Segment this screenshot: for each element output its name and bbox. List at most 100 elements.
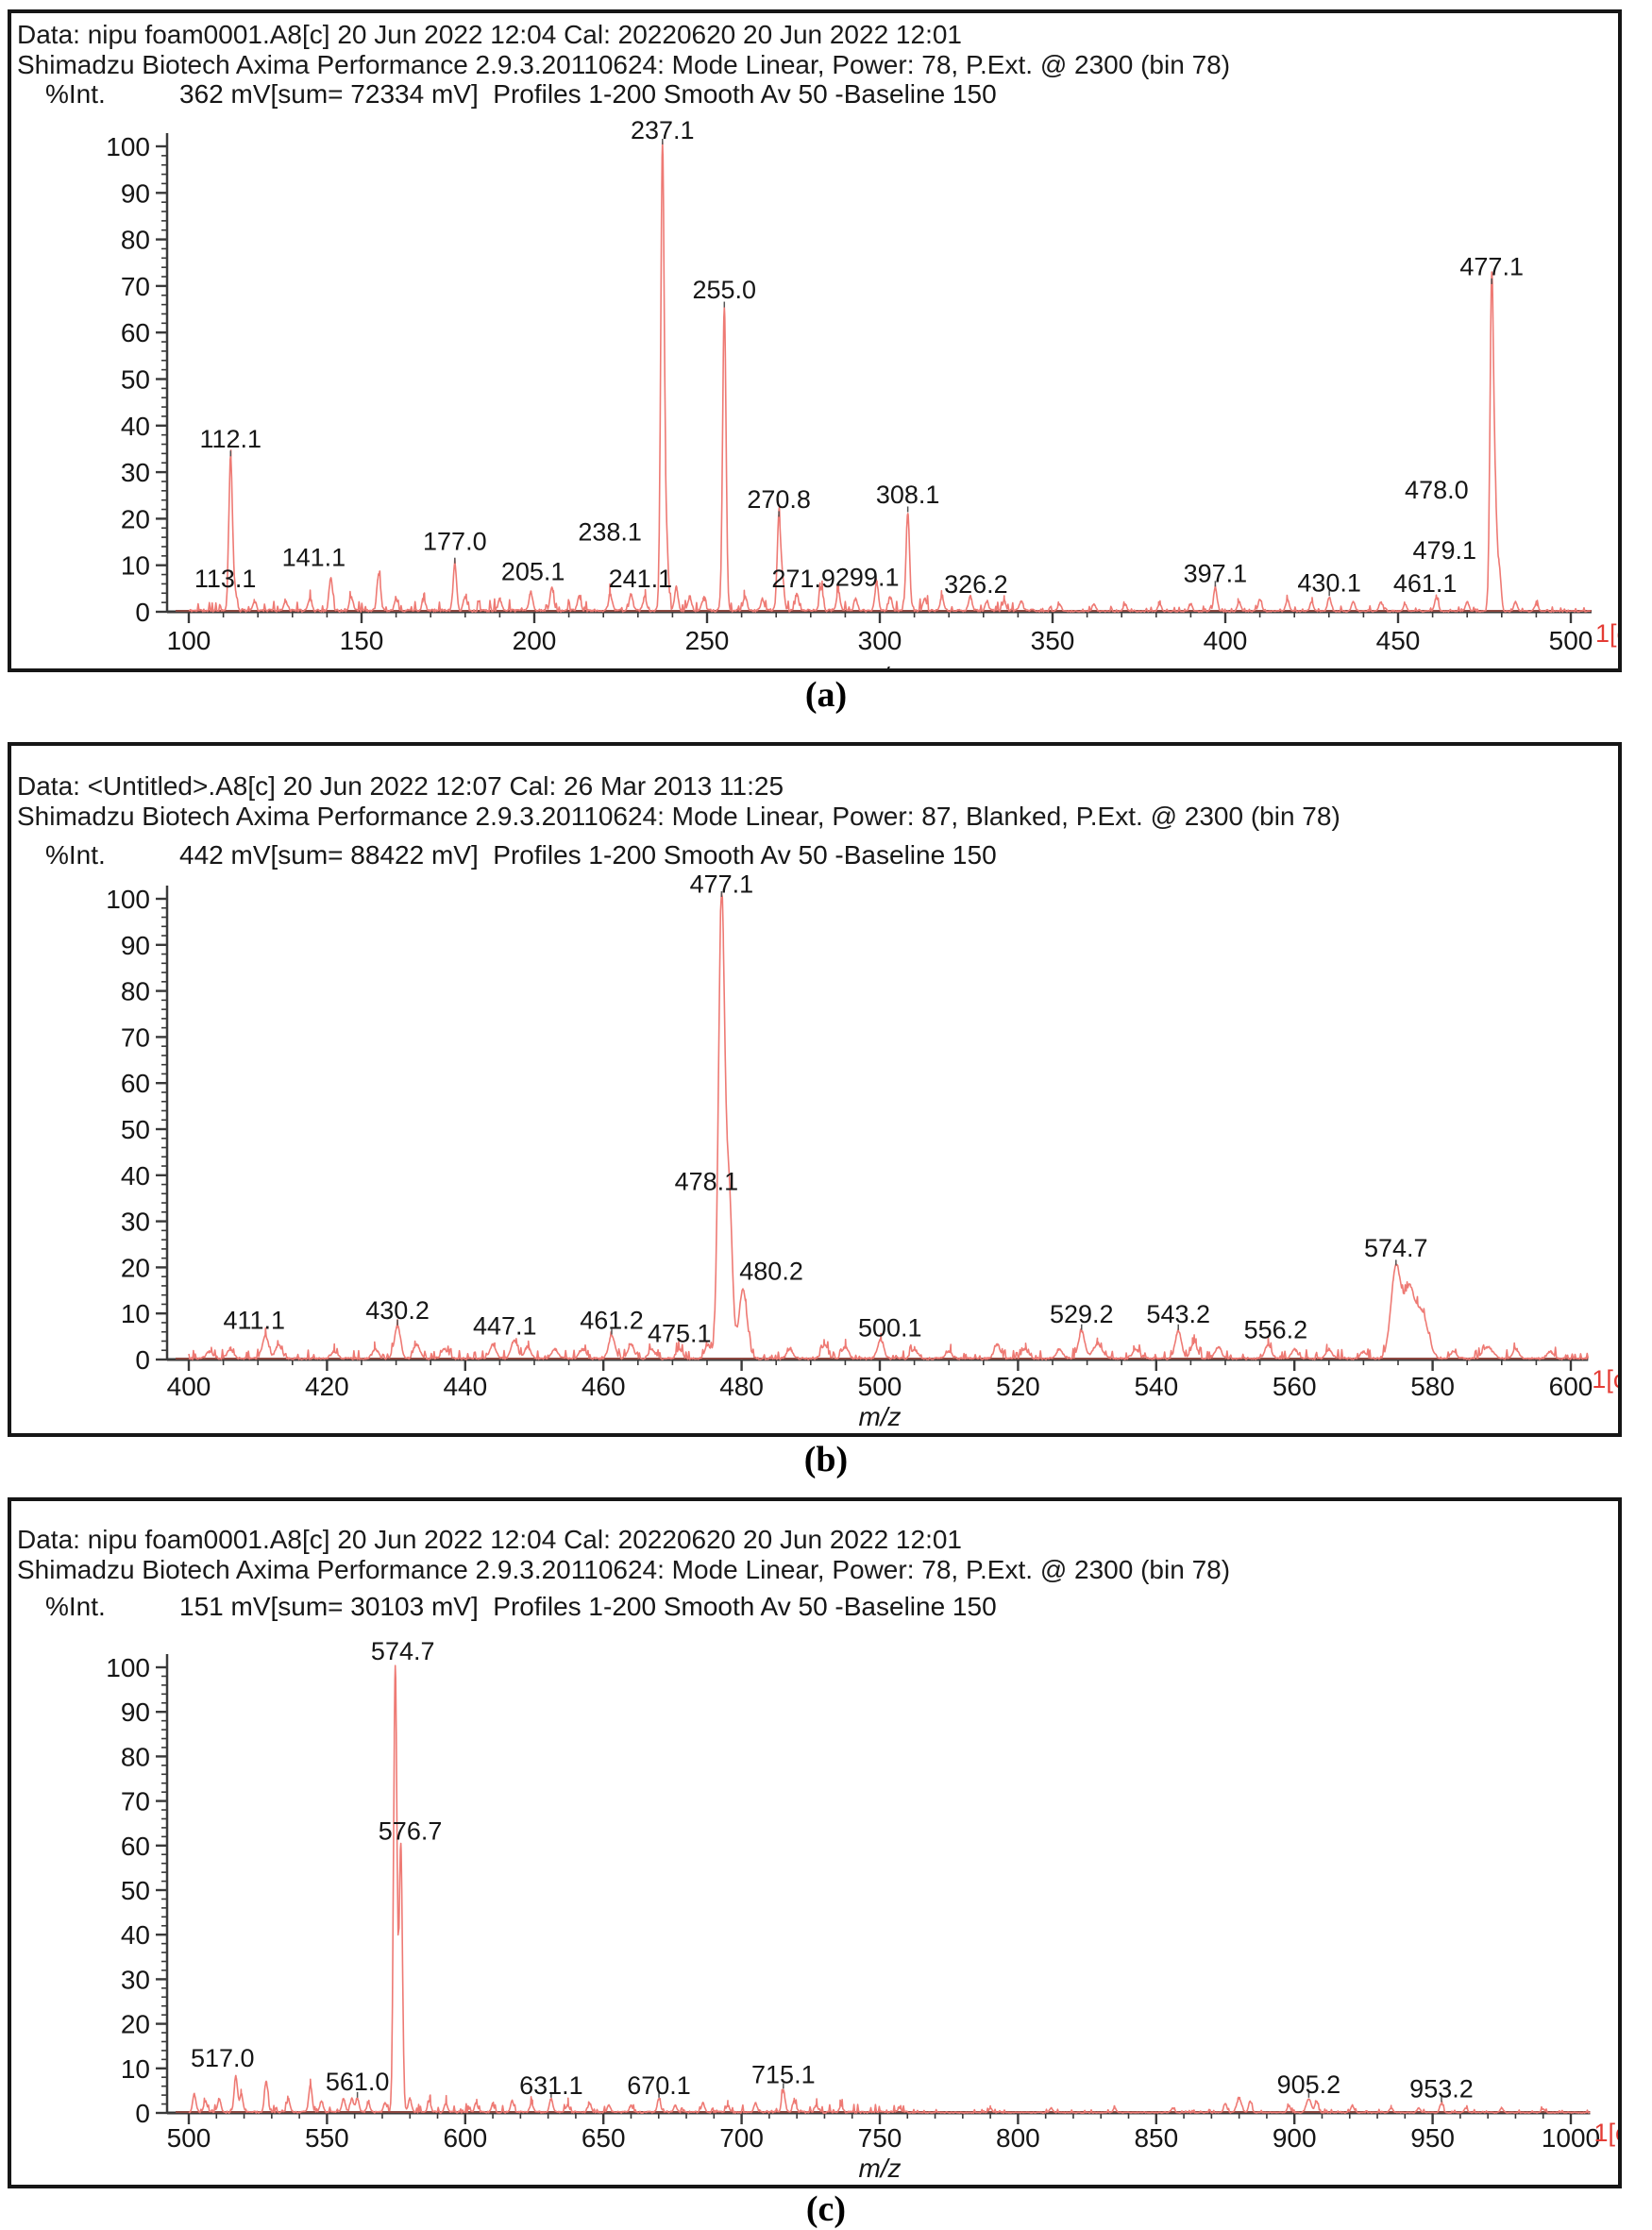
y-axis-unit-label: %Int. [45, 79, 106, 109]
spectrum-chart-b: 0 10 20 30 40 50 60 70 80 90 100 400 420 440 460 480 500… [106, 870, 1618, 1431]
x-tick-label: 400 [167, 1372, 211, 1401]
peak-label: 561.0 [326, 2068, 390, 2096]
peak-label: 479.1 [1412, 536, 1476, 565]
peak-label: 905.2 [1277, 2070, 1341, 2099]
signal-info: 151 mV[sum= 30103 mV] Profiles 1-200 Smo… [179, 1592, 997, 1621]
data-header: Data: nipu foam0001.A8[c] 20 Jun 2022 12… [17, 1525, 962, 1554]
y-tick-label: 40 [121, 1161, 150, 1191]
x-axis-title: m/z [858, 2154, 901, 2183]
peak-label: 241.1 [609, 565, 673, 593]
data-header: Data: <Untitled>.A8[c] 20 Jun 2022 12:07… [17, 771, 784, 801]
info-row: %Int. 151 mV[sum= 30103 mV] Profiles 1-2… [11, 1592, 1618, 1621]
peak-label: 430.2 [365, 1296, 430, 1325]
peak-label: 411.1 [223, 1307, 285, 1335]
y-tick-label: 10 [121, 1299, 150, 1328]
instrument-header: Shimadzu Biotech Axima Performance 2.9.3… [17, 802, 1340, 831]
peak-label: 461.2 [580, 1307, 644, 1335]
x-tick-label: 650 [582, 2123, 626, 2153]
x-tick-label: 580 [1410, 1372, 1455, 1401]
peak-label: 529.2 [1050, 1300, 1114, 1328]
y-tick-label: 80 [121, 226, 150, 255]
peak-label: 461.1 [1393, 569, 1458, 598]
x-tick-label: 420 [305, 1372, 349, 1401]
peak-label: 308.1 [876, 481, 940, 509]
x-tick-label: 600 [443, 2123, 487, 2153]
peak-label: 299.1 [835, 563, 900, 591]
x-tick-label: 1000 [1542, 2123, 1600, 2153]
y-axis-unit-label: %Int. [45, 1592, 106, 1621]
peak-label: 112.1 [200, 425, 262, 453]
info-row: %Int. 442 mV[sum= 88422 mV] Profiles 1-2… [11, 840, 1618, 870]
instrument-header: Shimadzu Biotech Axima Performance 2.9.3… [17, 1555, 1231, 1584]
y-tick-label: 70 [121, 1787, 150, 1816]
y-tick-label: 10 [121, 551, 150, 581]
y-tick-label: 80 [121, 977, 150, 1006]
y-tick-label: 20 [121, 1253, 150, 1282]
y-tick-label: 100 [106, 885, 150, 914]
peak-label: 715.1 [751, 2061, 816, 2089]
peak-label: 500.1 [858, 1314, 922, 1343]
peak-label: 205.1 [501, 557, 565, 585]
spectrum-trace [188, 141, 1592, 613]
peak-label: 670.1 [627, 2071, 691, 2100]
spectrum-chart-a: 0 10 20 30 40 50 60 70 80 90 100 100 150 200 250 300 350… [106, 116, 1618, 668]
x-tick-label: 540 [1134, 1372, 1178, 1401]
y-tick-label: 0 [135, 1345, 150, 1375]
y-tick-label: 70 [121, 272, 150, 301]
spectrum-chart-c: 0 10 20 30 40 50 60 70 80 90 100 500 550 600 650 700 750… [106, 1637, 1618, 2183]
peak-label: 113.1 [194, 565, 257, 593]
peak-label: 574.7 [371, 1637, 435, 1665]
x-tick-label: 450 [1376, 626, 1421, 655]
spectrum-panel-a: Data: nipu foam0001.A8[c] 20 Jun 2022 12… [8, 9, 1622, 672]
y-tick-label: 100 [106, 1653, 150, 1682]
y-tick-label: 50 [121, 1115, 150, 1144]
peak-label: 141.1 [282, 544, 346, 572]
peak-label: 237.1 [631, 116, 695, 144]
peak-label: 477.1 [1459, 253, 1524, 281]
x-tick-label: 600 [1549, 1372, 1593, 1401]
x-tick-label: 150 [340, 626, 384, 655]
spectrum-panel-c: Data: nipu foam0001.A8[c] 20 Jun 2022 12… [8, 1497, 1622, 2188]
peak-label: 430.1 [1297, 569, 1361, 598]
x-tick-label: 560 [1273, 1372, 1317, 1401]
x-tick-label: 520 [996, 1372, 1040, 1401]
x-tick-label: 700 [719, 2123, 764, 2153]
x-tick-label: 500 [1549, 626, 1593, 655]
y-tick-label: 30 [121, 1208, 150, 1237]
x-tick-label: 800 [996, 2123, 1040, 2153]
trace-id-tag: 1[c [1593, 2119, 1618, 2147]
trace-id-tag: 1[c [1595, 619, 1618, 648]
y-tick-label: 60 [121, 318, 150, 347]
caption-a: (a) [804, 675, 848, 715]
y-tick-label: 20 [121, 2010, 150, 2039]
peak-label: 177.0 [423, 527, 487, 555]
y-tick-label: 60 [121, 1069, 150, 1098]
x-tick-label: 750 [858, 2123, 902, 2153]
y-tick-label: 30 [121, 1965, 150, 1994]
peak-label: 953.2 [1409, 2075, 1474, 2103]
x-tick-label: 850 [1134, 2123, 1178, 2153]
x-tick-label: 460 [582, 1372, 626, 1401]
spectrum-panel-b: Data: <Untitled>.A8[c] 20 Jun 2022 12:07… [8, 742, 1622, 1437]
caption-b: (b) [803, 1440, 849, 1479]
y-tick-label: 70 [121, 1022, 150, 1052]
y-tick-label: 0 [135, 2099, 150, 2128]
signal-info: 442 mV[sum= 88422 mV] Profiles 1-200 Smo… [179, 840, 997, 870]
peak-label: 478.0 [1405, 476, 1469, 504]
peak-label: 238.1 [578, 518, 642, 547]
peak-label: 631.1 [519, 2071, 583, 2100]
peak-label: 255.0 [693, 276, 757, 304]
y-tick-label: 80 [121, 1742, 150, 1771]
y-tick-label: 100 [106, 132, 150, 161]
x-tick-label: 350 [1031, 626, 1075, 655]
data-header: Data: nipu foam0001.A8[c] 20 Jun 2022 12… [17, 20, 962, 49]
peak-label: 447.1 [473, 1312, 537, 1341]
y-axis-unit-label: %Int. [45, 840, 106, 870]
y-tick-label: 40 [121, 1920, 150, 1950]
peak-label: 477.1 [690, 870, 754, 899]
peak-label: 556.2 [1244, 1315, 1308, 1343]
peak-label: 271.9 [771, 565, 835, 593]
peak-label: 576.7 [379, 1816, 443, 1845]
peak-label: 478.1 [675, 1167, 739, 1195]
x-tick-label: 500 [858, 1372, 902, 1401]
